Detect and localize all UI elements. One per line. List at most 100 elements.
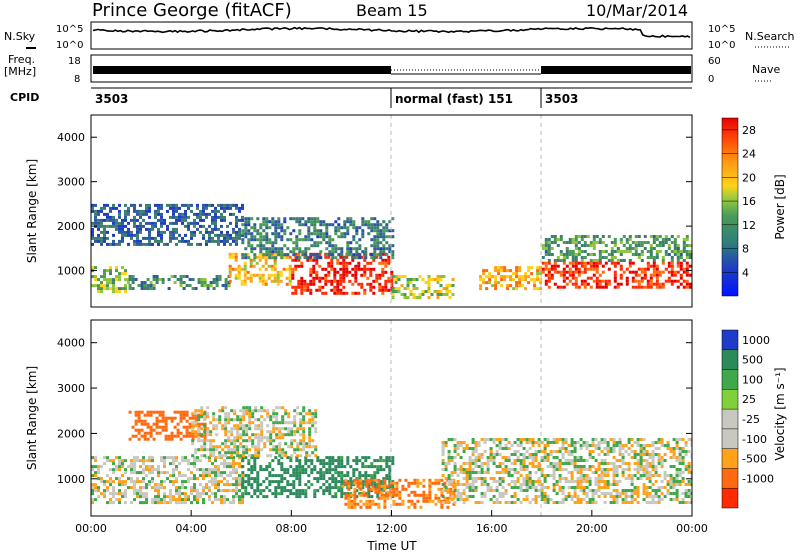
power-cell xyxy=(315,288,319,292)
velocity-cell xyxy=(645,453,649,456)
velocity-cell xyxy=(296,427,300,431)
velocity-cell xyxy=(447,456,451,459)
power-cell xyxy=(379,241,383,245)
power-cell xyxy=(530,278,534,282)
velocity-cell xyxy=(239,424,243,428)
velocity-cell xyxy=(302,418,306,422)
velocity-cell xyxy=(118,489,121,493)
velocity-cell xyxy=(163,459,166,463)
power-cell xyxy=(571,241,575,244)
velocity-cell xyxy=(615,492,619,495)
velocity-cell xyxy=(251,442,255,446)
velocity-cell xyxy=(374,478,378,482)
velocity-cell xyxy=(471,459,475,462)
power-cell xyxy=(289,232,293,236)
velocity-cell xyxy=(431,499,435,503)
velocity-cell xyxy=(173,434,177,438)
power-cell xyxy=(322,220,326,224)
power-cell xyxy=(298,229,302,233)
velocity-cell xyxy=(618,444,622,447)
power-cell xyxy=(148,206,151,210)
power-cell xyxy=(249,279,253,283)
velocity-cell xyxy=(371,502,375,506)
velocity-cell xyxy=(287,433,291,437)
velocity-cell xyxy=(200,409,204,413)
velocity-cell xyxy=(441,501,445,504)
velocity-cell xyxy=(319,477,323,481)
power-cell xyxy=(547,244,551,247)
velocity-cell xyxy=(594,444,598,447)
power-cell xyxy=(333,291,337,295)
power-cell xyxy=(592,244,596,247)
power-cell xyxy=(276,279,280,283)
power-cell xyxy=(223,209,226,213)
power-cell xyxy=(351,267,355,271)
power-cell xyxy=(253,223,257,227)
velocity-cell xyxy=(302,442,306,446)
velocity-cell xyxy=(618,495,622,498)
velocity-cell xyxy=(391,462,395,466)
power-cell xyxy=(533,284,537,288)
velocity-cell xyxy=(124,483,127,487)
velocity-cell xyxy=(349,477,353,481)
power-cell xyxy=(521,275,525,279)
power-cell xyxy=(203,281,207,284)
power-cell xyxy=(682,244,686,247)
velocity-cell xyxy=(281,421,285,425)
velocity-cell xyxy=(97,495,100,499)
velocity-cell xyxy=(477,471,481,474)
power-cell xyxy=(655,273,659,277)
power-cell xyxy=(220,212,223,216)
velocity-cell xyxy=(370,465,374,469)
velocity-cell xyxy=(564,462,568,465)
velocity-cell xyxy=(555,438,559,441)
power-cell xyxy=(250,232,254,236)
power-cell xyxy=(160,218,163,222)
velocity-cell xyxy=(131,434,135,438)
velocity-cell xyxy=(549,441,553,444)
power-cell xyxy=(382,247,386,251)
velocity-cell xyxy=(501,471,505,474)
velocity-cell xyxy=(444,477,448,480)
power-cell xyxy=(276,282,280,286)
power-cell xyxy=(313,241,317,245)
velocity-cell xyxy=(250,471,254,475)
power-cell xyxy=(589,253,593,256)
velocity-cell xyxy=(606,480,610,483)
velocity-cell xyxy=(468,465,472,468)
velocity-cell xyxy=(603,480,607,483)
velocity-cell xyxy=(220,495,223,499)
velocity-cell xyxy=(268,480,272,484)
velocity-cell xyxy=(248,418,252,422)
power-cell xyxy=(327,255,331,259)
velocity-cell xyxy=(134,413,138,417)
power-cell xyxy=(175,209,178,213)
power-cell xyxy=(146,287,150,290)
power-colorbar-label: Power [dB] xyxy=(773,174,787,239)
velocity-cell xyxy=(245,406,249,410)
velocity-cell xyxy=(256,495,260,499)
power-cell xyxy=(339,255,343,259)
power-cell xyxy=(637,241,641,244)
power-cell xyxy=(304,235,308,239)
velocity-cb-label-2: 500 xyxy=(742,354,763,367)
power-cell xyxy=(310,217,314,221)
velocity-cell xyxy=(271,474,275,478)
power-cell xyxy=(640,253,644,256)
power-cell xyxy=(292,241,296,245)
power-cell xyxy=(391,253,395,257)
velocity-cell xyxy=(328,468,332,472)
velocity-cell xyxy=(211,468,214,472)
velocity-cell xyxy=(238,465,241,469)
power-cell xyxy=(139,203,142,207)
velocity-cell xyxy=(446,496,450,500)
power-cell xyxy=(258,267,262,271)
power-cell xyxy=(601,235,605,238)
power-cell xyxy=(509,278,513,282)
power-cell xyxy=(652,270,656,274)
power-cell xyxy=(264,258,268,262)
power-cell xyxy=(403,296,407,299)
velocity-cell xyxy=(164,437,168,441)
velocity-cell xyxy=(492,480,496,483)
